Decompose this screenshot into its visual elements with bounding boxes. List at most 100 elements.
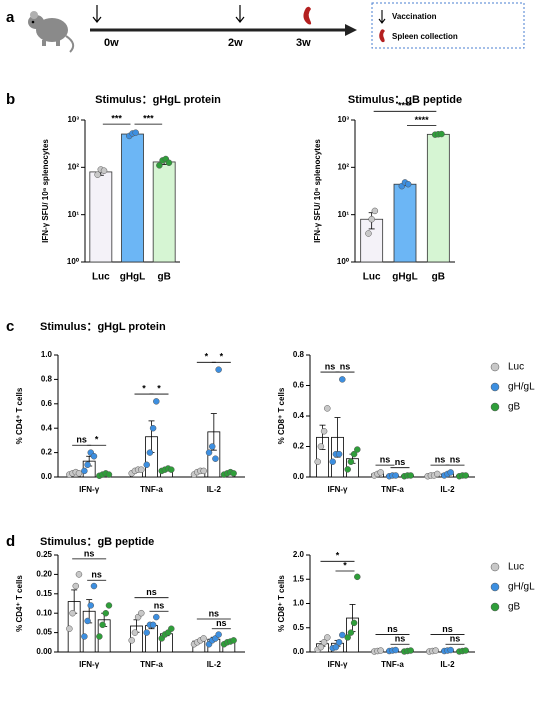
significance-label: *** — [111, 114, 122, 124]
panel-label: b — [6, 91, 15, 108]
legend-label: gH/gL — [508, 582, 535, 593]
data-point — [344, 634, 351, 641]
data-point — [447, 469, 454, 476]
data-point — [320, 428, 328, 435]
data-point — [81, 467, 88, 475]
y-tick-label: 0.6 — [41, 399, 53, 408]
x-tick-label: Luc — [363, 272, 381, 283]
data-point — [168, 625, 175, 632]
significance-label: ns — [146, 587, 157, 597]
data-point — [87, 602, 95, 609]
y-axis-label: % CD8⁺ T cells — [277, 387, 286, 444]
vaccination-arrow — [92, 5, 245, 23]
data-point — [354, 573, 361, 581]
significance-label: ns — [450, 454, 461, 464]
y-tick-label: 0.2 — [293, 442, 305, 451]
legend-arrow — [378, 10, 386, 24]
data-point — [314, 458, 321, 465]
data-point — [146, 449, 154, 456]
significance-label: ns — [154, 601, 165, 611]
data-point — [132, 129, 139, 136]
significance-label: * — [157, 383, 161, 393]
mouse-icon — [28, 11, 75, 53]
legend-marker — [490, 602, 500, 612]
data-point — [377, 469, 384, 476]
legend-box — [371, 2, 525, 49]
data-point — [90, 582, 98, 590]
x-tick-label: IL-2 — [207, 485, 222, 494]
y-axis-label: IFN-γ SFU/ 10⁶ splenocytes — [41, 139, 50, 243]
data-point — [350, 619, 358, 627]
significance-label: ns — [380, 454, 391, 464]
significance-label: ns — [325, 361, 336, 371]
data-point — [138, 609, 145, 617]
data-point — [404, 180, 412, 188]
panel-label: a — [6, 9, 15, 26]
data-point — [94, 171, 101, 178]
x-tick-label: IL-2 — [207, 660, 222, 669]
legend-label: Luc — [508, 362, 524, 373]
data-point — [447, 646, 454, 654]
data-point — [99, 621, 106, 629]
legend-label: gH/gL — [508, 382, 535, 393]
x-tick-label: IFN-γ — [79, 485, 100, 494]
data-point — [100, 167, 108, 174]
data-point — [153, 613, 160, 621]
y-tick-label: 1.0 — [41, 350, 53, 359]
spleen-icon — [303, 6, 312, 25]
data-point — [230, 470, 237, 477]
data-point — [205, 449, 213, 456]
data-point — [143, 461, 150, 469]
y-axis-label: IFN-γ SFU/ 10⁶ splenocytes — [313, 139, 322, 243]
significance-label: ns — [340, 361, 351, 371]
bar — [393, 183, 417, 263]
timeline-arrowhead — [345, 24, 357, 36]
data-point — [149, 621, 157, 629]
data-point — [329, 458, 336, 465]
legend-spleen — [379, 29, 385, 43]
y-axis-label: % CD4⁺ T cells — [15, 575, 24, 632]
data-point — [230, 637, 237, 644]
data-point — [105, 471, 113, 478]
data-point — [165, 159, 173, 166]
data-point — [317, 643, 325, 651]
data-point — [438, 130, 445, 138]
data-point — [69, 609, 76, 617]
y-tick-label: 0.2 — [41, 448, 53, 457]
y-tick-label: 10⁰ — [337, 257, 350, 266]
y-tick-label: 0.4 — [41, 423, 53, 432]
data-point — [368, 216, 375, 223]
data-point — [102, 609, 110, 617]
data-point — [462, 647, 469, 654]
y-tick-label: 0.0 — [293, 647, 305, 656]
data-point — [324, 405, 331, 412]
data-point — [347, 458, 355, 465]
significance-label: * — [205, 352, 209, 362]
data-point — [212, 455, 219, 462]
data-point — [96, 633, 103, 640]
y-tick-label: 10¹ — [67, 210, 79, 219]
bar — [152, 161, 176, 263]
data-point — [320, 639, 328, 646]
significance-label: ns — [387, 624, 398, 634]
significance-label: *** — [143, 114, 154, 124]
legend-label: Spleen collection — [392, 32, 458, 41]
data-point — [200, 467, 207, 475]
chart-title: Stimulus：gHgL protein — [40, 321, 166, 333]
data-point — [407, 472, 414, 479]
significance-label: * — [142, 383, 146, 393]
data-point — [75, 571, 83, 578]
x-tick-label: TNF-a — [140, 485, 163, 494]
y-tick-label: 0.00 — [36, 647, 52, 656]
significance-label: ns — [209, 608, 220, 618]
legend-marker — [490, 562, 500, 572]
y-tick-label: 0.6 — [293, 381, 305, 390]
data-point — [75, 470, 83, 477]
data-point — [128, 637, 135, 644]
bar — [426, 133, 450, 263]
significance-label: ns — [450, 634, 461, 644]
data-point — [208, 443, 216, 450]
y-tick-label: 10² — [67, 162, 79, 171]
y-tick-label: 10³ — [337, 115, 349, 124]
